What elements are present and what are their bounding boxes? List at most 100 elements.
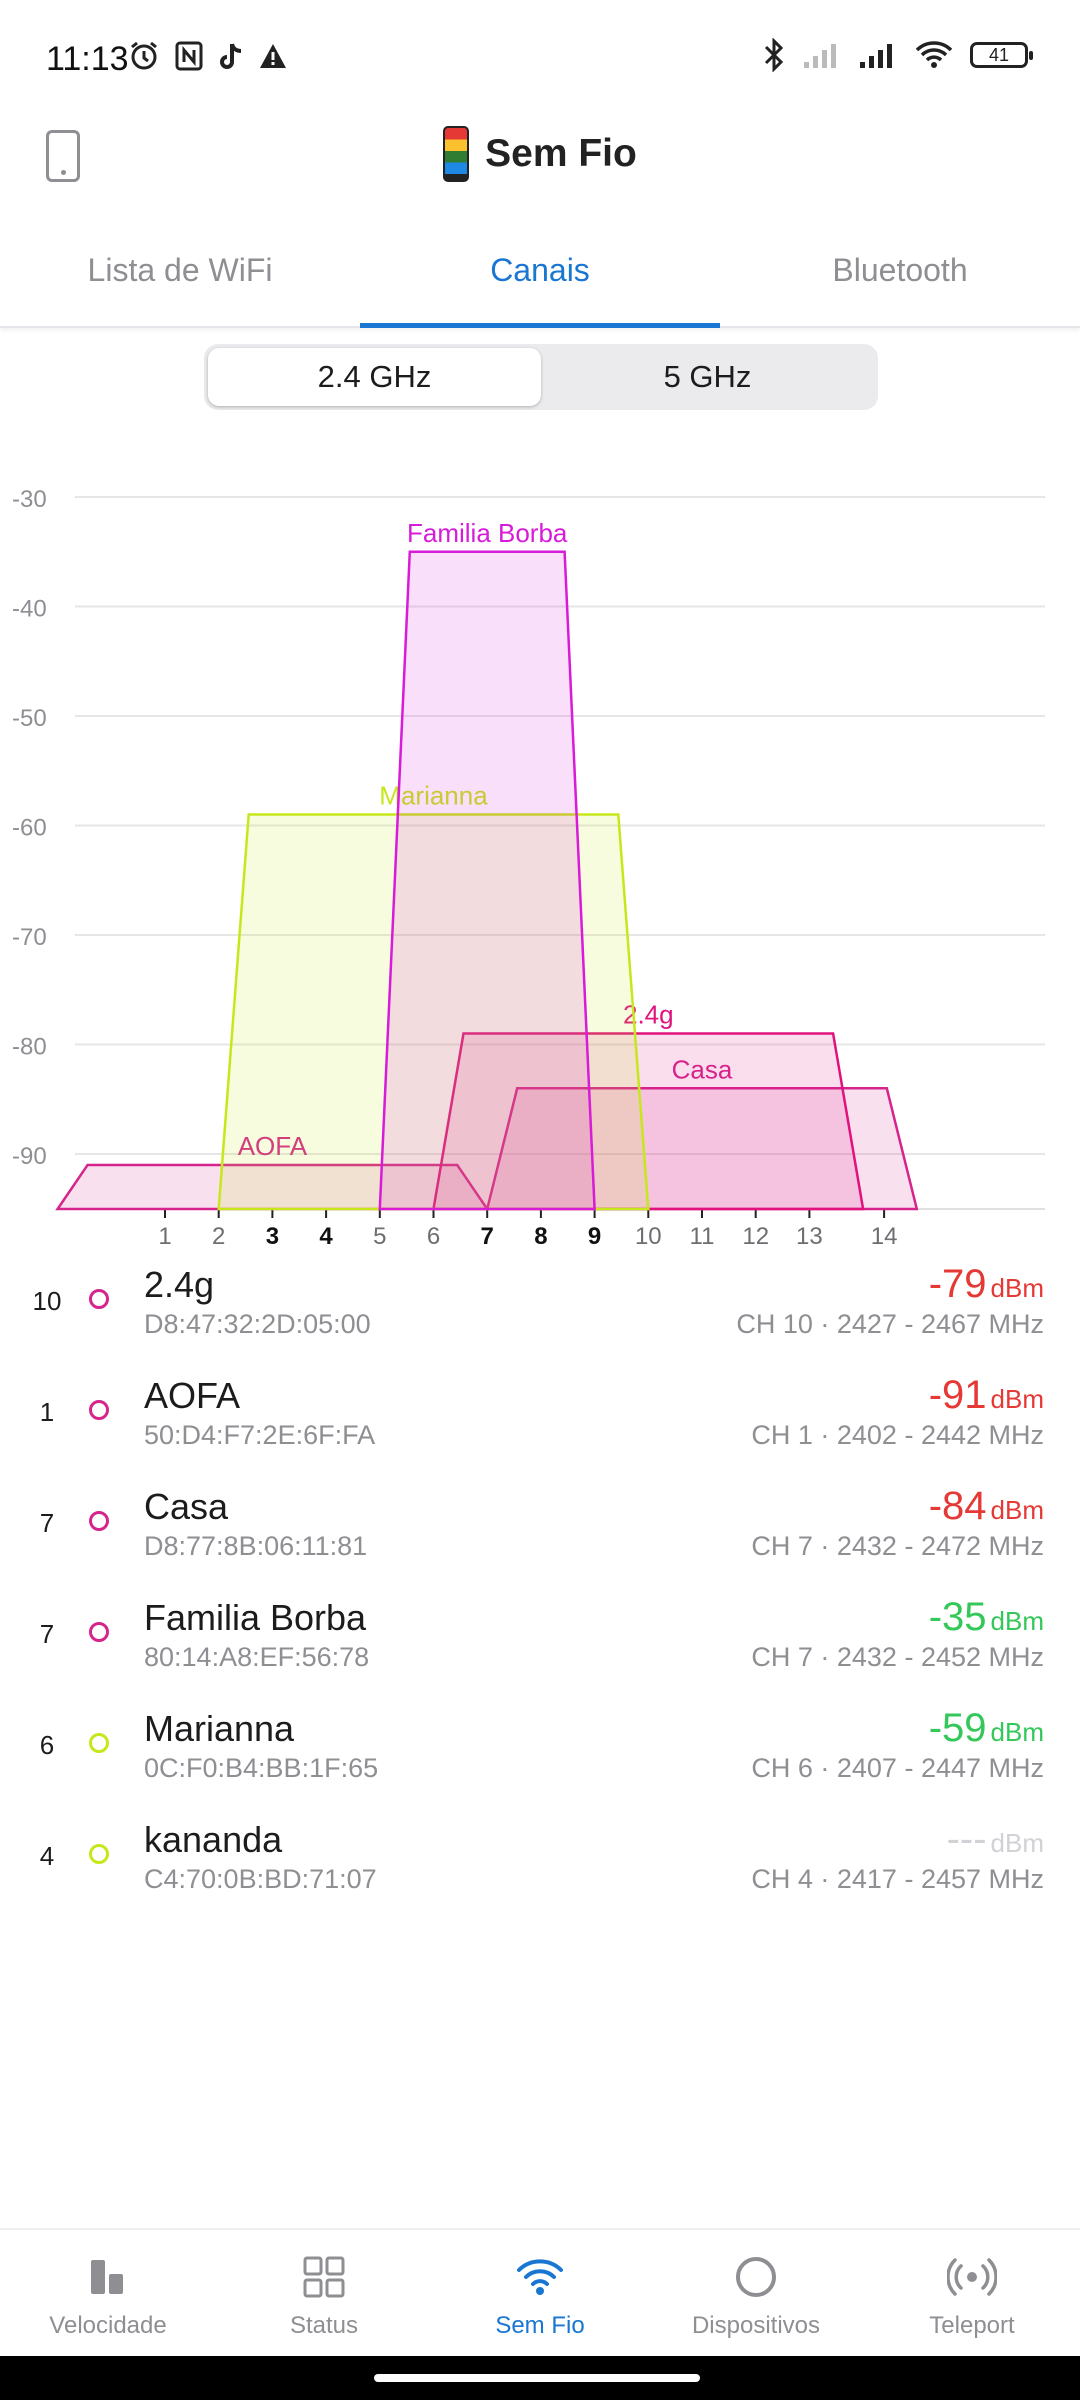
y-tick-label: -40 [12,596,47,623]
network-row[interactable]: 1 AOFA 50:D4:F7:2E:6F:FA -91 dBm CH 1 · 2402 … [0,1367,1080,1478]
network-band-label: AOFA [238,1131,308,1161]
y-tick-label: -80 [12,1034,47,1061]
network-row[interactable]: 10 2.4g D8:47:32:2D:05:00 -79 dBm CH 10 · 242… [0,1256,1080,1367]
nav-label: Dispositivos [691,2312,821,2339]
home-indicator[interactable] [374,2374,700,2382]
band-5ghz-button[interactable]: 5 GHz [663,359,752,394]
network-frequency: CH 7 · 2432 - 2472 MHz [751,1531,1044,1561]
network-ssid: Casa [144,1486,229,1527]
network-dbm-unit: dBm [990,1273,1044,1303]
network-frequency: CH 6 · 2407 - 2447 MHz [751,1753,1044,1783]
network-dbm: -59 [928,1706,987,1750]
network-band-label: 2.4g [623,1000,674,1030]
network-mac: 50:D4:F7:2E:6F:FA [144,1420,376,1450]
tiktok-icon [220,43,242,69]
network-dbm-unit: dBm [990,1495,1044,1525]
app-header: Sem Fio [0,112,1080,204]
y-tick-label: -60 [12,815,47,842]
system-icons: 41 [762,38,1033,72]
device-icon[interactable] [46,130,80,182]
wifi-icon [517,2259,563,2295]
nav-label: Sem Fio [495,2312,585,2339]
warning-icon [260,44,286,68]
network-color-dot [89,1844,109,1864]
page-title: Sem Fio [485,132,637,175]
tab-bar: Lista de WiFi Canais Bluetooth [0,228,1080,328]
network-channel: 10 [32,1286,62,1316]
app-title-wrap: Sem Fio [0,126,1080,182]
x-tick-label: 14 [871,1223,898,1250]
phone-logo-icon [443,126,470,182]
x-tick-label: 13 [796,1223,823,1250]
x-tick-label: 4 [319,1223,333,1250]
network-row[interactable]: 4 kananda C4:70:0B:BD:71:07 --- dBm CH 4 · 24… [0,1811,1080,1922]
network-dbm: -35 [928,1595,987,1639]
network-color-dot [89,1733,109,1753]
y-tick-label: -90 [12,1143,47,1170]
tab-lista-de-wifi[interactable]: Lista de WiFi [87,252,273,288]
network-row[interactable]: 7 Casa D8:77:8B:06:11:81 -84 dBm CH 7 · 2432 … [0,1478,1080,1589]
notification-icons [128,40,288,72]
signal-sim2-icon [804,44,836,68]
bottom-navigation: Velocidade Status Sem Fio Dispositivos T… [0,2228,1080,2356]
gesture-bar [0,2356,1080,2400]
y-tick-label: -30 [12,486,47,513]
network-mac: D8:47:32:2D:05:00 [144,1309,371,1339]
nav-velocidade[interactable]: Velocidade [0,2230,216,2356]
network-band-label: Casa [672,1054,733,1084]
y-tick-label: -50 [12,705,47,732]
network-row[interactable]: 6 Marianna 0C:F0:B4:BB:1F:65 -59 dBm CH 6 · 2… [0,1700,1080,1811]
network-frequency: CH 4 · 2417 - 2457 MHz [751,1864,1044,1894]
battery-icon: 41 [970,42,1033,68]
network-channel: 1 [39,1397,55,1427]
nav-label: Status [289,2312,359,2339]
nfc-icon [175,41,203,71]
network-mac: C4:70:0B:BD:71:07 [144,1864,377,1894]
network-mac: 80:14:A8:EF:56:78 [144,1642,370,1672]
alarm-icon [131,41,157,70]
network-row[interactable]: 7 Familia Borba 80:14:A8:EF:56:78 -35 dBm CH … [0,1589,1080,1700]
circle-icon [736,2257,776,2297]
network-signal: -84 dBm [929,1484,1044,1529]
signal-sim1-icon [860,44,892,68]
tab-canais[interactable]: Canais [360,228,720,328]
network-ssid: kananda [144,1819,283,1860]
nav-label: Teleport [929,2312,1015,2339]
network-dbm-unit: dBm [990,1606,1044,1636]
network-dbm-unit: dBm [990,1384,1044,1414]
tab-bluetooth[interactable]: Bluetooth [832,252,968,288]
speed-bars-icon [91,2260,123,2294]
nav-status[interactable]: Status [216,2230,432,2356]
network-dbm: --- [946,1817,987,1861]
network-signal: -79 dBm [929,1262,1044,1307]
x-tick-label: 3 [266,1223,279,1250]
x-tick-label: 2 [212,1223,225,1250]
network-dbm: -79 [928,1262,987,1306]
band-2-4ghz-button[interactable]: 2.4 GHz [208,348,541,406]
network-color-dot [89,1511,109,1531]
network-color-dot [89,1622,109,1642]
network-mac: D8:77:8B:06:11:81 [144,1531,368,1561]
network-signal: -91 dBm [929,1373,1044,1418]
wifi-icon [915,41,953,68]
network-dbm: -84 [928,1484,987,1528]
x-tick-label: 5 [373,1223,386,1250]
network-ssid: Familia Borba [144,1597,367,1638]
network-dbm: -91 [928,1373,987,1417]
x-tick-label: 12 [742,1223,769,1250]
channel-chart-svg: -30-40-50-60-70-80-901 2 3 4 5 6 7 8 9 10 11 12 13 14… [12,486,1045,1250]
x-tick-label: 1 [158,1223,171,1250]
nav-label: Velocidade [49,2312,167,2339]
network-color-dot [89,1289,109,1309]
network-band-familia-borba [378,550,596,1211]
grid-icon [303,2256,345,2298]
status-bar: 11:13 41 [0,0,1080,120]
network-mac: 0C:F0:B4:BB:1F:65 [144,1753,379,1783]
nav-dispositivos[interactable]: Dispositivos [648,2230,864,2356]
nav-teleport[interactable]: Teleport [864,2230,1080,2356]
nav-sem-fio[interactable]: Sem Fio [432,2230,648,2356]
network-signal: -59 dBm [929,1706,1044,1751]
x-tick-label: 7 [481,1223,494,1250]
teleport-icon [947,2258,997,2296]
status-time: 11:13 [46,40,129,78]
